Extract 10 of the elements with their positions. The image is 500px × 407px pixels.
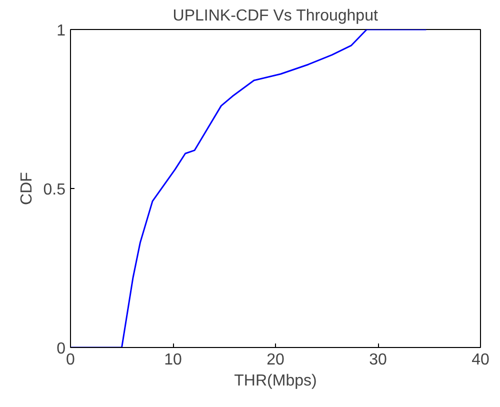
y-tick-label: 1: [56, 22, 66, 40]
chart-title: UPLINK-CDF Vs Throughput: [172, 8, 378, 24]
x-tick-label: 30: [369, 352, 387, 368]
x-axis-title: THR(Mbps): [234, 372, 317, 390]
x-tick-label: 20: [266, 352, 284, 368]
x-tick-label: 10: [164, 352, 182, 368]
x-tick-label: 40: [472, 352, 490, 368]
y-tick-label: 0.5: [43, 182, 66, 198]
y-tick-label: 0: [56, 340, 66, 358]
y-axis-title: CDF: [18, 172, 36, 205]
